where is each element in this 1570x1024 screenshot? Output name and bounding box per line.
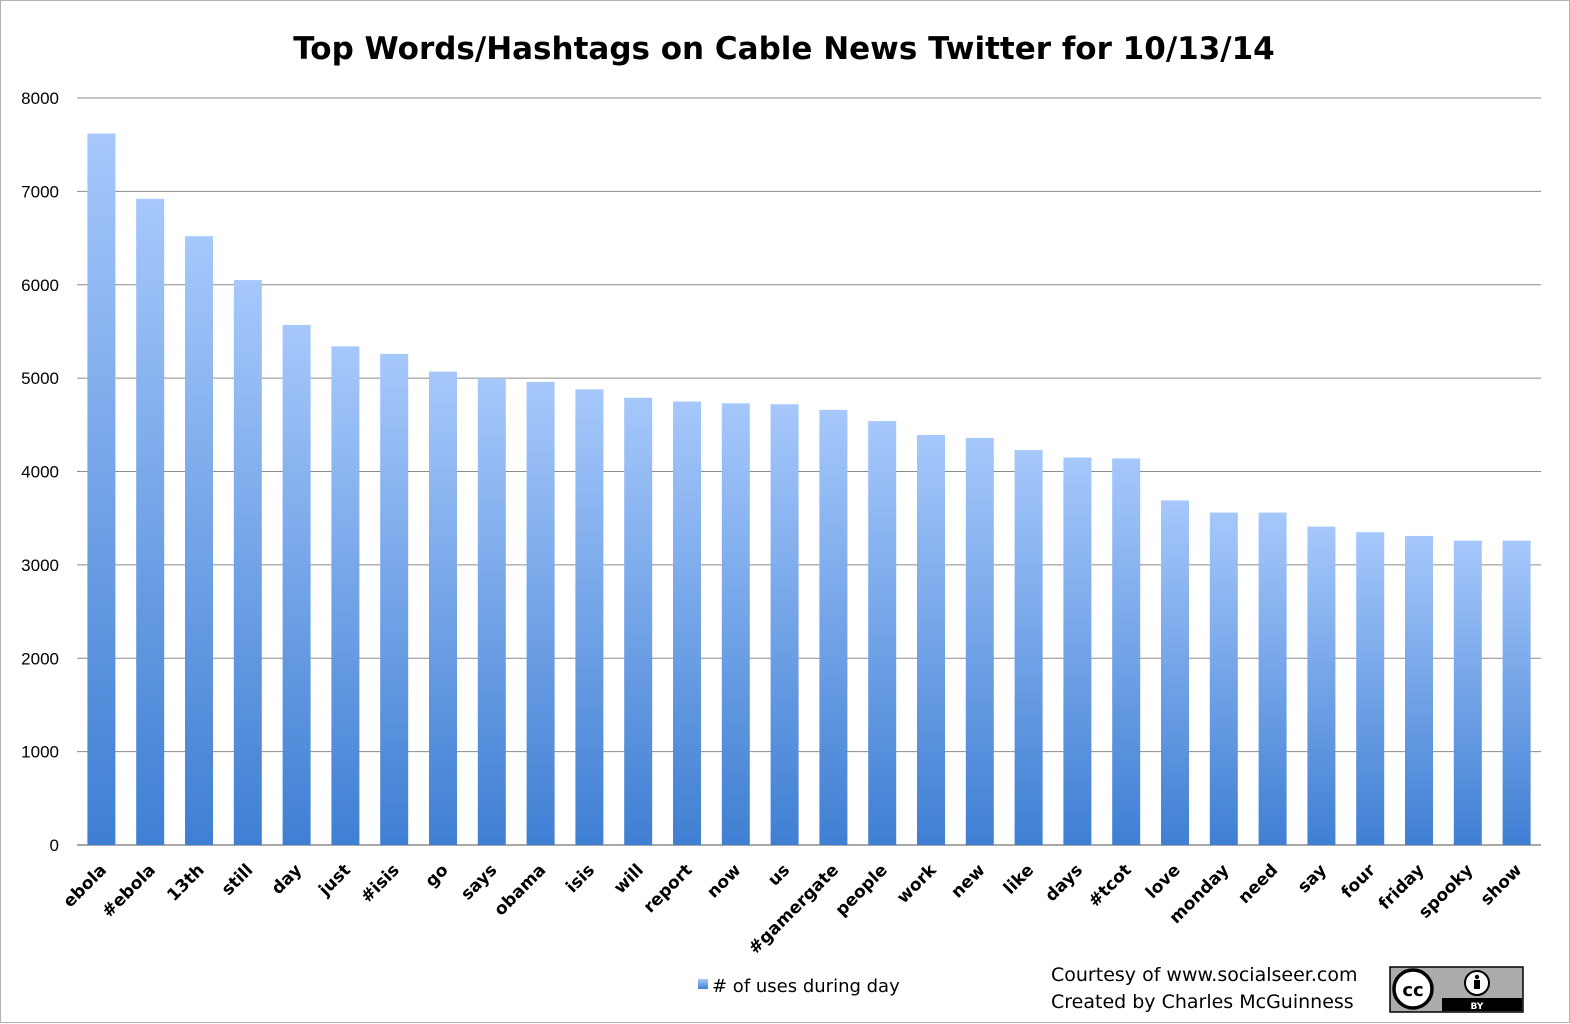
bar-like	[1014, 450, 1043, 845]
x-tick-label: now	[703, 860, 745, 902]
x-tick-label: days	[1041, 860, 1086, 905]
x-tick-label: report	[640, 860, 697, 917]
x-tick-label: 13th	[163, 860, 208, 905]
bar-says	[477, 378, 506, 845]
y-tick-label: 5000	[21, 369, 59, 388]
x-tick-label: #ebola	[98, 860, 159, 921]
x-tick-label: say	[1294, 860, 1331, 897]
bar-days	[1063, 457, 1092, 845]
bar-now	[721, 403, 750, 845]
y-tick-label: 3000	[21, 556, 59, 575]
x-tick-label: still	[218, 860, 257, 899]
credit-line-1: Courtesy of www.socialseer.com	[1051, 964, 1357, 986]
bar-isis	[575, 389, 604, 845]
bar-new	[965, 437, 994, 845]
bar-say	[1307, 526, 1336, 845]
bar-us	[770, 404, 799, 845]
bar-go	[429, 371, 457, 845]
y-tick-label: 8000	[21, 89, 59, 108]
x-tick-label: like	[1000, 860, 1038, 898]
gridlines	[77, 97, 1541, 846]
x-tick-label: work	[893, 860, 941, 908]
by-label: BY	[1471, 1002, 1484, 1012]
bar-obama	[526, 381, 555, 845]
x-tick-label: obama	[490, 860, 550, 920]
y-axis-ticks: 0 1000 2000 3000 4000 5000 6000 7000 8000	[21, 89, 59, 855]
y-tick-label: 0	[50, 836, 59, 855]
legend: # of uses during day	[698, 976, 900, 997]
bar-work	[917, 435, 945, 845]
x-tick-label: new	[947, 860, 989, 902]
x-tick-label: show	[1477, 860, 1526, 909]
bar-day	[282, 324, 311, 845]
x-tick-label: says	[457, 860, 501, 904]
x-tick-label: #isis	[357, 860, 404, 907]
legend-swatch	[698, 979, 708, 989]
legend-label: # of uses during day	[712, 976, 900, 997]
creative-commons-by-icon: cc BY	[1389, 966, 1524, 1013]
bar-isis	[380, 353, 409, 845]
bar-show	[1502, 540, 1531, 845]
cc-label: cc	[1402, 980, 1423, 1001]
x-tick-label: day	[268, 860, 306, 898]
bar-four	[1356, 532, 1385, 845]
x-tick-label: will	[610, 860, 648, 898]
bar-spooky	[1453, 540, 1482, 845]
bar-still	[233, 280, 262, 845]
bar-ebola	[87, 133, 116, 846]
y-tick-label: 7000	[21, 182, 59, 201]
chart-title: Top Words/Hashtags on Cable News Twitter…	[293, 31, 1275, 67]
bar-gamergate	[819, 409, 848, 845]
y-tick-label: 4000	[21, 463, 59, 482]
bar-report	[673, 401, 701, 845]
bar-tcot	[1112, 458, 1141, 845]
credit-line-2: Created by Charles McGuinness	[1051, 991, 1354, 1013]
bar-just	[331, 346, 360, 845]
x-tick-label: isis	[562, 860, 599, 897]
x-tick-label: #tcot	[1085, 860, 1136, 911]
credits: Courtesy of www.socialseer.com Created b…	[1051, 964, 1357, 1013]
bar-monday	[1209, 512, 1238, 845]
bar-ebola	[136, 198, 165, 846]
x-tick-label: go	[422, 860, 453, 891]
x-tick-label: just	[314, 860, 354, 900]
bar-love	[1161, 500, 1189, 845]
x-tick-label: four	[1338, 860, 1381, 903]
y-tick-label: 6000	[21, 276, 59, 295]
x-tick-label: #gamergate	[745, 860, 843, 958]
x-tick-label: people	[832, 860, 892, 920]
bars	[87, 133, 1531, 846]
bar-people	[868, 421, 897, 845]
x-axis-ticks: ebola#ebola 13th still day just #isis go saysob…	[60, 860, 1527, 959]
bar-friday	[1405, 535, 1433, 845]
bar-need	[1258, 512, 1287, 845]
bar-13th	[185, 236, 213, 845]
x-tick-label: love	[1142, 860, 1185, 903]
x-tick-label: need	[1235, 860, 1283, 908]
y-tick-label: 2000	[21, 649, 59, 668]
y-tick-label: 1000	[21, 743, 59, 762]
x-tick-label: spooky	[1415, 860, 1477, 922]
bar-will	[624, 397, 653, 845]
x-tick-label: us	[764, 860, 794, 890]
